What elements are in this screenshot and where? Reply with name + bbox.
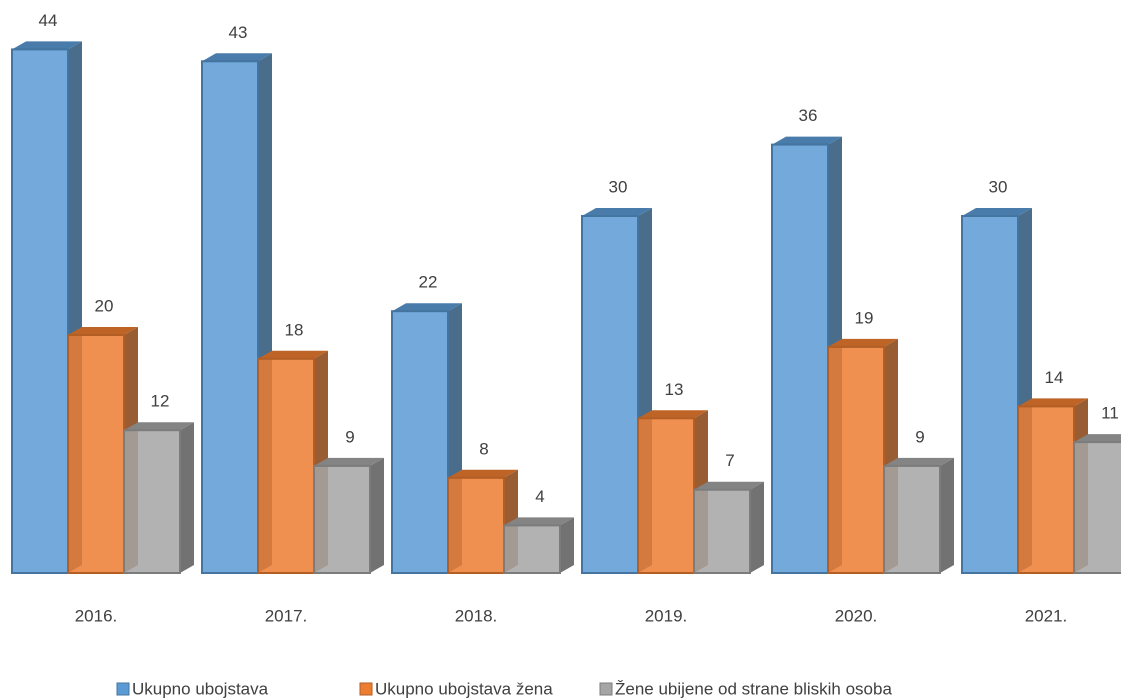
bar-top	[314, 457, 384, 466]
bar-side	[560, 517, 574, 573]
bar-top	[884, 457, 954, 466]
bar	[11, 48, 69, 574]
x-tick-label: 2020.	[835, 606, 878, 625]
bar	[123, 429, 181, 575]
legend-swatch	[116, 682, 130, 696]
bar-top	[12, 41, 82, 50]
bar-top	[392, 303, 462, 312]
bar-top	[68, 327, 138, 335]
bar	[447, 476, 505, 574]
data-label: 30	[989, 177, 1008, 196]
bar	[693, 488, 751, 575]
bar-side	[940, 457, 954, 573]
data-label: 44	[39, 11, 58, 30]
data-label: 9	[915, 427, 924, 446]
legend-label: Ukupno ubojstava	[132, 679, 269, 698]
bar-top	[202, 53, 272, 62]
bar-side	[180, 422, 194, 573]
bar	[771, 143, 829, 574]
data-label: 12	[151, 392, 170, 411]
bar	[1073, 441, 1121, 574]
bar-top	[694, 481, 764, 490]
bar	[1017, 405, 1075, 574]
bar	[201, 60, 259, 575]
data-label: 11	[1101, 404, 1119, 423]
x-tick-label: 2017.	[265, 606, 308, 625]
x-tick-label: 2019.	[645, 606, 688, 625]
bar	[391, 310, 449, 574]
bar-top	[582, 208, 652, 216]
legend-label: Ukupno ubojstava žena	[375, 679, 553, 698]
x-tick-label: 2021.	[1025, 606, 1068, 625]
x-tick-label: 2018.	[455, 606, 498, 625]
legend-swatch	[599, 682, 613, 696]
x-tick-label: 2016.	[75, 606, 118, 625]
bar-top	[962, 208, 1032, 216]
data-label: 14	[1045, 368, 1064, 387]
bar-side	[750, 481, 764, 573]
data-label: 22	[419, 273, 438, 292]
bar	[883, 464, 941, 574]
legend-label: Žene ubijene od strane bliskih osoba	[615, 679, 892, 698]
bar	[313, 464, 371, 574]
bar	[637, 417, 695, 574]
bar-top	[258, 350, 328, 359]
data-label: 20	[95, 296, 114, 315]
data-label: 36	[799, 106, 818, 125]
data-label: 8	[479, 439, 488, 458]
data-label: 18	[285, 320, 304, 339]
bar	[67, 334, 125, 574]
bar	[257, 357, 315, 574]
bar-top	[124, 422, 194, 431]
bar-side	[370, 457, 384, 573]
data-label: 7	[725, 451, 734, 470]
bar	[581, 215, 639, 574]
data-label: 30	[609, 177, 628, 196]
bar-top	[504, 517, 574, 526]
bar-top	[1018, 398, 1088, 407]
data-label: 13	[665, 380, 684, 399]
bar-top	[828, 338, 898, 347]
bar	[961, 215, 1019, 574]
data-label: 19	[855, 308, 874, 327]
bar-top	[772, 136, 842, 145]
bar-top	[1074, 434, 1121, 443]
data-label: 4	[535, 487, 544, 506]
bar	[827, 345, 885, 574]
bar	[503, 524, 561, 575]
data-label: 9	[345, 427, 354, 446]
bar-top	[448, 469, 518, 478]
legend-swatch	[359, 682, 373, 696]
bar-top	[638, 410, 708, 419]
data-label: 43	[229, 23, 248, 42]
